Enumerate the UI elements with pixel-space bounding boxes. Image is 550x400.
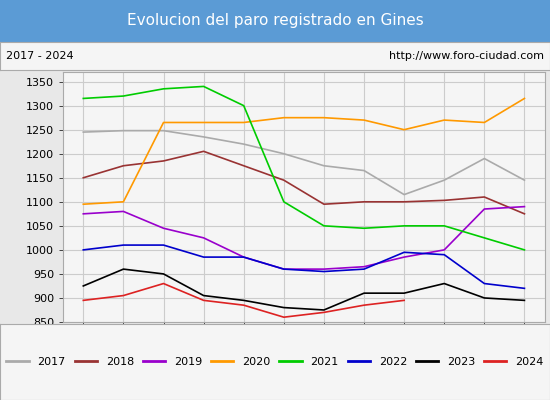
Text: Evolucion del paro registrado en Gines: Evolucion del paro registrado en Gines	[126, 14, 424, 28]
Legend: 2017, 2018, 2019, 2020, 2021, 2022, 2023, 2024: 2017, 2018, 2019, 2020, 2021, 2022, 2023…	[2, 352, 548, 372]
Text: 2017 - 2024: 2017 - 2024	[6, 51, 73, 61]
Text: http://www.foro-ciudad.com: http://www.foro-ciudad.com	[389, 51, 544, 61]
